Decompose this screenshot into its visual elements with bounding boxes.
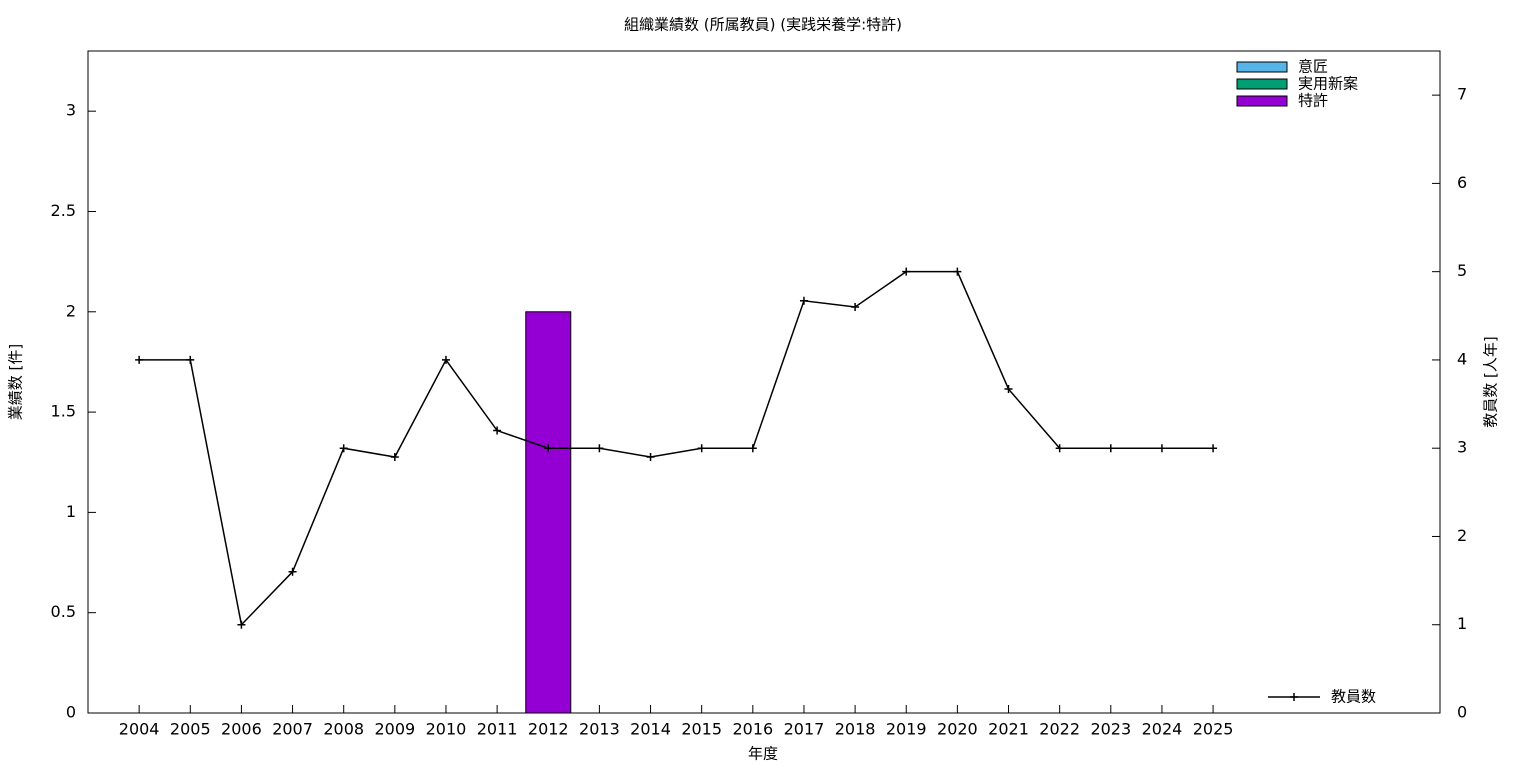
x-tick-label: 2023 <box>1090 720 1131 739</box>
x-tick-label: 2021 <box>988 720 1029 739</box>
chart-title: 組織業績数 (所属教員) (実践栄養学:特許) <box>624 16 902 34</box>
y2-tick-label: 6 <box>1457 173 1467 192</box>
point <box>1157 444 1166 453</box>
legend-label: 特許 <box>1298 92 1328 110</box>
y-tick-label: 1.5 <box>51 402 76 421</box>
legend-swatch <box>1236 95 1288 107</box>
x-tick-label: 2006 <box>221 720 262 739</box>
x-tick-label: 2025 <box>1193 720 1234 739</box>
legend-label: 実用新案 <box>1298 75 1358 93</box>
y2-tick-label: 7 <box>1457 85 1467 104</box>
point <box>288 567 297 576</box>
legend-point <box>1290 693 1298 701</box>
legend-swatch <box>1236 61 1288 73</box>
x-tick-label: 2007 <box>272 720 313 739</box>
point <box>953 267 962 276</box>
bar <box>525 311 572 714</box>
x-tick-label: 2017 <box>784 720 825 739</box>
legend-label: 教員数 <box>1331 688 1376 706</box>
y-tick-label: 0 <box>66 703 76 722</box>
x-tick-label: 2009 <box>374 720 415 739</box>
y2-tick-label: 3 <box>1457 438 1467 457</box>
point <box>390 453 399 462</box>
x-tick-label: 2010 <box>426 720 467 739</box>
x-axis-label: 年度 <box>748 745 778 763</box>
y-tick-label: 2.5 <box>51 201 76 220</box>
x-tick-label: 2024 <box>1142 720 1183 739</box>
x-tick-label: 2005 <box>170 720 211 739</box>
x-tick-label: 2012 <box>528 720 569 739</box>
x-tick-label: 2016 <box>732 720 773 739</box>
point <box>697 444 706 453</box>
point <box>1004 385 1013 394</box>
x-tick-label: 2019 <box>886 720 927 739</box>
point <box>1055 444 1064 453</box>
point <box>851 302 860 311</box>
line <box>139 270 1214 627</box>
point <box>1106 444 1115 453</box>
plot-frame <box>87 50 1441 714</box>
x-tick-label: 2020 <box>937 720 978 739</box>
y-axis-label: 業績数 [件] <box>7 344 25 420</box>
point <box>186 355 195 364</box>
legend-swatch <box>1236 78 1288 90</box>
x-tick-label: 2022 <box>1039 720 1080 739</box>
y2-tick-label: 2 <box>1457 526 1467 545</box>
x-tick-label: 2004 <box>119 720 160 739</box>
point <box>135 355 144 364</box>
y-tick-label: 3 <box>66 101 76 120</box>
y2-tick-label: 0 <box>1457 703 1467 722</box>
point <box>902 267 911 276</box>
x-tick-label: 2011 <box>477 720 518 739</box>
point <box>646 453 655 462</box>
point <box>799 296 808 305</box>
point <box>339 444 348 453</box>
point <box>595 444 604 453</box>
y2-tick-label: 4 <box>1457 349 1467 368</box>
y2-tick-label: 1 <box>1457 614 1467 633</box>
y2-axis-label: 教員数 [人年] <box>1482 336 1500 427</box>
x-tick-label: 2008 <box>323 720 364 739</box>
point <box>1209 444 1218 453</box>
point <box>493 426 502 435</box>
legend-label: 意匠 <box>1298 58 1328 76</box>
y2-tick-label: 5 <box>1457 261 1467 280</box>
y-tick-label: 0.5 <box>51 602 76 621</box>
point <box>544 444 553 453</box>
x-tick-label: 2013 <box>579 720 620 739</box>
y-tick-label: 1 <box>66 502 76 521</box>
point <box>441 355 450 364</box>
point <box>237 620 246 629</box>
x-tick-label: 2015 <box>681 720 722 739</box>
x-tick-label: 2014 <box>630 720 671 739</box>
point <box>748 444 757 453</box>
y-tick-label: 2 <box>66 301 76 320</box>
x-tick-label: 2018 <box>835 720 876 739</box>
